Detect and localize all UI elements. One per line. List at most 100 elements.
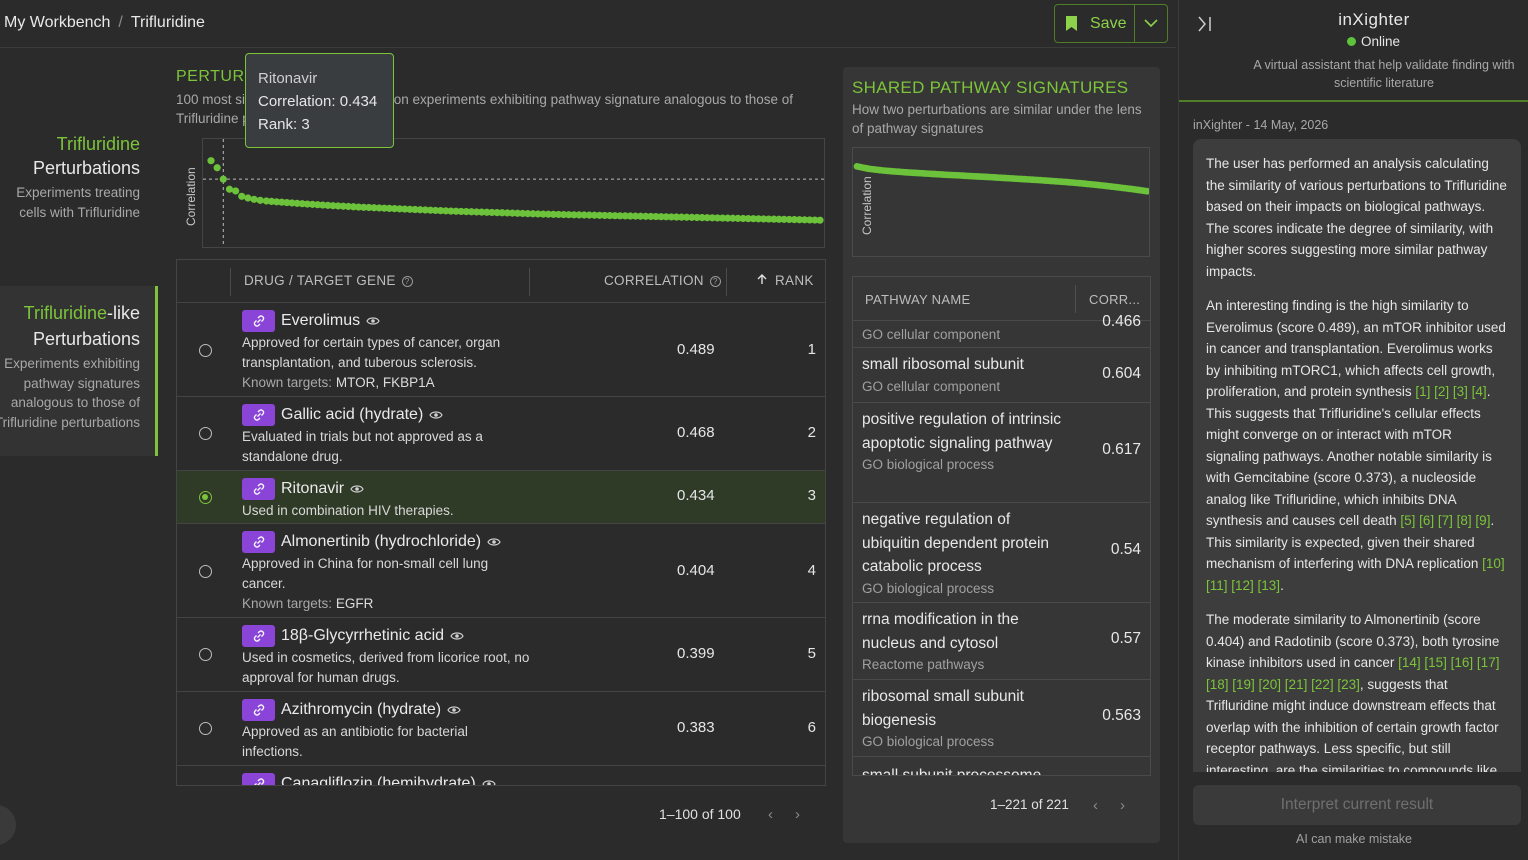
save-dropdown-button[interactable]	[1135, 5, 1167, 42]
table-row[interactable]: Azithromycin (hydrate) Approved as an an…	[177, 692, 825, 766]
data-point[interactable]	[667, 213, 675, 221]
data-point[interactable]	[303, 200, 311, 208]
data-point[interactable]	[575, 211, 583, 219]
data-point[interactable]	[744, 215, 752, 223]
data-point[interactable]	[314, 201, 322, 209]
data-point[interactable]	[652, 212, 660, 221]
data-point[interactable]	[549, 210, 558, 218]
data-point[interactable]	[698, 213, 706, 222]
data-point[interactable]	[288, 199, 296, 207]
data-point[interactable]	[570, 211, 578, 219]
data-point[interactable]	[642, 212, 650, 220]
data-point[interactable]	[483, 208, 491, 216]
data-point[interactable]	[380, 204, 388, 212]
data-point[interactable]	[416, 206, 424, 214]
data-point[interactable]	[626, 212, 634, 220]
data-point[interactable]	[734, 214, 742, 222]
data-point[interactable]	[437, 207, 445, 215]
row-radio[interactable]	[199, 427, 212, 440]
data-point[interactable]	[785, 215, 793, 224]
pathway-row[interactable]: GO cellular component 0.466	[853, 313, 1150, 348]
data-point[interactable]	[647, 212, 655, 221]
data-point[interactable]	[590, 211, 599, 219]
eye-icon[interactable]	[450, 631, 464, 641]
data-point[interactable]	[232, 187, 240, 195]
table-row[interactable]: Canagliflozin (hemihydrate)	[177, 766, 825, 786]
data-point[interactable]	[503, 209, 511, 217]
data-point[interactable]	[225, 185, 234, 193]
data-point[interactable]	[462, 208, 470, 216]
pathway-row[interactable]: rrna modification in the nucleus and cyt…	[853, 603, 1150, 680]
drug-name-label[interactable]: Almonertinib (hydrochloride)	[281, 533, 482, 550]
data-point[interactable]	[319, 201, 327, 209]
data-point[interactable]	[724, 214, 732, 222]
chevron-left-icon[interactable]: ‹	[1093, 797, 1120, 814]
data-point[interactable]	[580, 211, 588, 219]
data-point[interactable]	[447, 207, 455, 215]
link-icon[interactable]	[242, 478, 275, 500]
drug-name-label[interactable]: Gallic acid (hydrate)	[281, 406, 424, 423]
data-point[interactable]	[719, 214, 727, 222]
data-point[interactable]	[426, 206, 435, 214]
data-point[interactable]	[390, 205, 399, 213]
pathway-row[interactable]: negative regulation of ubiquitin depende…	[853, 503, 1150, 603]
data-point[interactable]	[739, 214, 747, 223]
link-icon[interactable]	[242, 531, 275, 553]
data-point[interactable]	[385, 204, 393, 213]
chevron-right-icon[interactable]: ›	[795, 806, 822, 823]
data-point[interactable]	[790, 216, 798, 224]
data-point[interactable]	[693, 213, 701, 222]
data-point[interactable]	[308, 200, 317, 208]
citation-links[interactable]: [14] [15] [16] [17] [18] [19] [20] [21] …	[1206, 655, 1500, 692]
save-button[interactable]: Save	[1055, 5, 1135, 42]
data-point[interactable]	[478, 208, 486, 216]
data-point[interactable]	[250, 195, 258, 203]
data-point[interactable]	[565, 211, 573, 219]
data-point[interactable]	[472, 208, 481, 216]
data-point[interactable]	[411, 205, 419, 214]
data-point[interactable]	[544, 210, 552, 218]
drug-name-label[interactable]: Canagliflozin (hemihydrate)	[281, 775, 476, 786]
data-point[interactable]	[688, 213, 696, 221]
data-point[interactable]	[616, 212, 624, 220]
citation-links[interactable]: [5] [6] [7] [8] [9]	[1400, 513, 1491, 528]
data-point[interactable]	[554, 210, 563, 219]
data-point[interactable]	[795, 216, 804, 224]
nav-item-perturbations[interactable]: Trifluridine Perturbations Experiments t…	[0, 134, 140, 222]
data-point[interactable]	[452, 207, 460, 215]
citation-links[interactable]: [1] [2] [3] [4]	[1415, 384, 1487, 399]
data-point[interactable]	[765, 215, 773, 223]
data-point[interactable]	[672, 213, 681, 221]
data-point[interactable]	[611, 212, 619, 220]
data-point[interactable]	[539, 210, 547, 218]
data-point[interactable]	[524, 210, 532, 218]
data-point[interactable]	[770, 215, 778, 223]
data-point[interactable]	[365, 203, 373, 212]
data-point[interactable]	[256, 196, 264, 204]
pathway-row[interactable]: small ribosomal subunit GO cellular compo…	[853, 348, 1150, 403]
data-point[interactable]	[708, 214, 716, 222]
data-point[interactable]	[816, 216, 824, 224]
table-row-selected[interactable]: Ritonavir Used in combination HIV therap…	[177, 471, 825, 524]
drug-name-label[interactable]: Azithromycin (hydrate)	[281, 701, 442, 718]
data-point[interactable]	[806, 216, 814, 224]
data-point[interactable]	[683, 213, 691, 221]
data-point[interactable]	[713, 214, 722, 222]
data-point[interactable]	[677, 213, 686, 221]
help-icon[interactable]: ?	[709, 276, 721, 287]
drug-name-label[interactable]: 18β-Glycyrrhetinic acid	[281, 627, 445, 644]
column-header-drug[interactable]: DRUG / TARGET GENE?	[244, 273, 413, 288]
link-icon[interactable]	[242, 310, 275, 332]
table-row[interactable]: Gallic acid (hydrate) Evaluated in trial…	[177, 397, 825, 471]
column-header-correlation[interactable]: CORRELATION?	[604, 273, 721, 288]
data-point[interactable]	[213, 164, 221, 172]
data-point[interactable]	[467, 208, 476, 216]
data-point[interactable]	[375, 204, 383, 212]
data-point[interactable]	[278, 198, 286, 206]
data-point[interactable]	[508, 209, 517, 217]
data-point[interactable]	[760, 215, 768, 223]
row-radio-selected[interactable]	[199, 491, 212, 504]
column-header-corr[interactable]: CORR...	[1089, 292, 1141, 307]
data-point[interactable]	[421, 206, 429, 214]
data-point[interactable]	[519, 209, 527, 218]
